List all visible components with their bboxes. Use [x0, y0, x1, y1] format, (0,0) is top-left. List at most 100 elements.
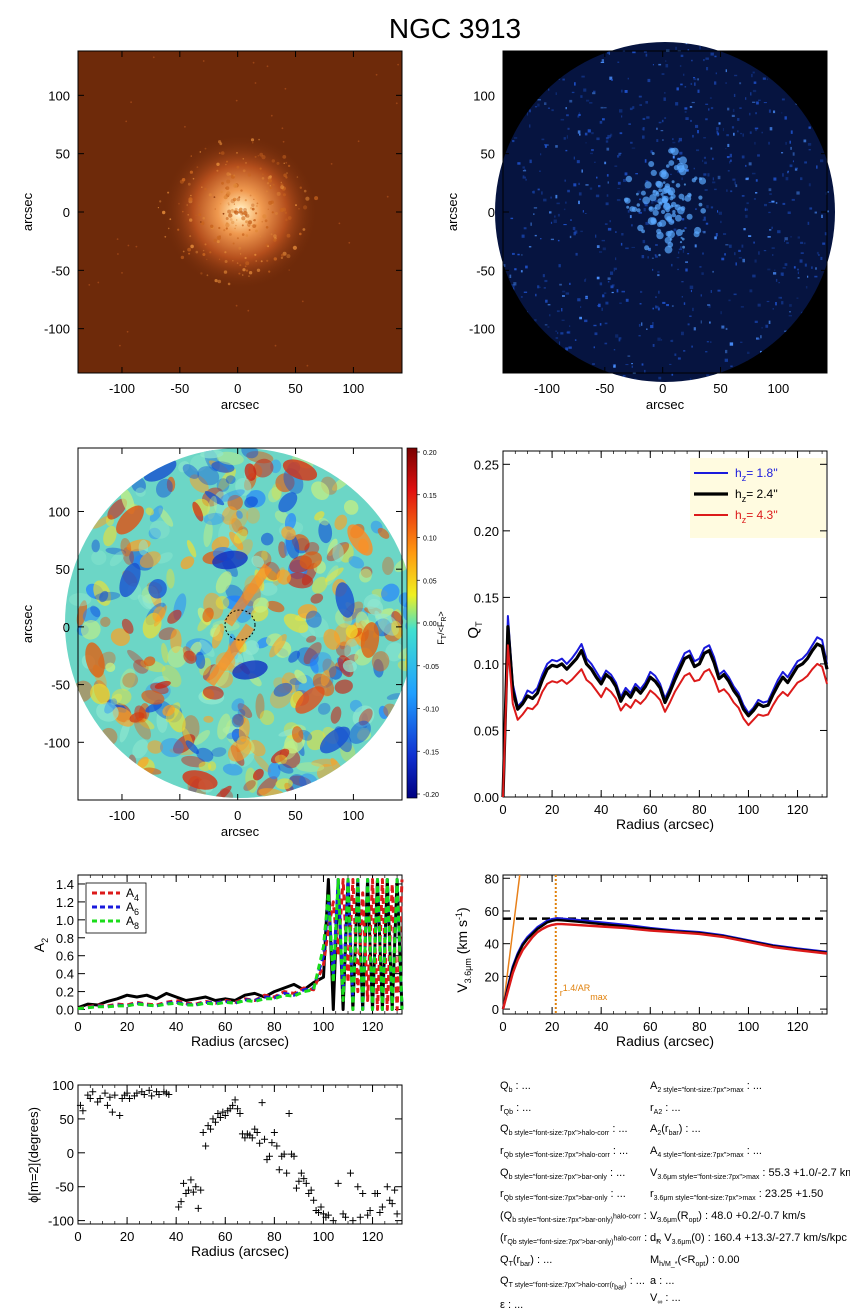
torque-blob	[268, 487, 282, 503]
residual-speckle	[702, 219, 706, 221]
torque-lobe	[319, 726, 351, 754]
residual-speckle	[591, 149, 594, 152]
residual-speckle	[604, 342, 608, 345]
galaxy-speckle	[248, 229, 251, 231]
torque-blob	[203, 520, 213, 548]
residual-speckle	[709, 97, 712, 99]
y-tick-label: 100	[48, 504, 70, 519]
y-tick-label: 0.05	[474, 723, 499, 738]
torque-blob	[307, 616, 329, 638]
legend-label: hz= 1.8''	[735, 466, 778, 483]
residual-speckle	[655, 244, 658, 246]
background-speckle	[222, 212, 225, 215]
torque-blob	[278, 541, 287, 559]
galaxy-speckle	[305, 196, 310, 201]
residual-speckle	[645, 180, 649, 183]
residual-speckle	[559, 341, 561, 345]
y-tick-label: 50	[60, 1112, 74, 1127]
residual-speckle	[642, 135, 645, 139]
residual-speckle	[808, 126, 811, 129]
residual-speckle	[657, 337, 661, 341]
residual-speckle	[511, 284, 515, 288]
residual-speckle	[788, 377, 790, 379]
residual-speckle	[631, 363, 633, 365]
residual-speckle	[514, 137, 518, 139]
x-tick-label: 80	[692, 802, 706, 817]
residual-speckle	[684, 111, 687, 113]
residual-speckle	[607, 277, 611, 280]
galaxy-speckle	[208, 193, 212, 197]
residual-speckle	[754, 320, 758, 323]
galaxy-speckle	[236, 262, 239, 264]
residual-speckle	[785, 141, 787, 145]
parameter-label: (rQb style="font-size:7px">bar-only)halo…	[500, 1231, 642, 1246]
figure-title: NGC 3913	[389, 13, 521, 44]
residual-speckle	[745, 207, 747, 212]
torque-blob	[373, 659, 384, 678]
residual-speckle	[560, 332, 564, 335]
galaxy-speckle	[189, 170, 193, 174]
residual-speckle	[797, 236, 800, 239]
a2-series-line	[77, 878, 404, 1011]
phase-point	[300, 1175, 308, 1183]
residual-speckle	[625, 364, 629, 366]
residual-speckle	[710, 206, 714, 209]
galaxy-speckle	[258, 138, 260, 141]
phase-point	[145, 1086, 153, 1094]
residual-speckle	[655, 296, 657, 298]
residual-bright-speckle	[666, 164, 670, 168]
residual-speckle	[677, 235, 679, 237]
torque-blob	[381, 583, 400, 602]
residual-speckle	[833, 305, 835, 308]
torque-blob	[156, 552, 173, 564]
residual-speckle	[539, 170, 541, 172]
galaxy-speckle	[253, 219, 255, 221]
residual-speckle	[745, 214, 748, 218]
residual-bright-speckle	[671, 212, 676, 218]
residual-speckle	[618, 153, 621, 156]
galaxy-speckle	[244, 265, 247, 268]
residual-speckle	[724, 253, 726, 256]
phase-point	[116, 1112, 124, 1120]
legend-label: A6	[126, 900, 139, 917]
galaxy-speckle	[241, 274, 244, 276]
residual-speckle	[704, 189, 708, 191]
residual-speckle	[743, 228, 746, 231]
torque-blob	[216, 451, 244, 466]
residual-speckle	[520, 378, 523, 381]
torque-blob	[334, 514, 348, 530]
residual-speckle	[681, 281, 684, 283]
residual-speckle	[584, 279, 586, 282]
residual-speckle	[673, 228, 677, 232]
parameter-row: V3.6μm(Ropt) : 48.0 +0.2/-0.7 km/s	[650, 1208, 845, 1230]
y-tick-label: 80	[485, 871, 499, 886]
residual-speckle	[680, 54, 684, 57]
y-tick-label: 20	[485, 969, 499, 984]
torque-blob	[327, 538, 338, 557]
galaxy-speckle	[239, 253, 242, 255]
residual-speckle	[756, 338, 761, 340]
residual-speckle	[706, 205, 709, 209]
residual-speckle	[637, 190, 641, 194]
torque-blob	[289, 775, 312, 787]
residual-speckle	[512, 140, 515, 143]
galaxy-speckle	[256, 202, 259, 205]
parameter-column-left: Qb : ... rQb : ... Qb style="font-size:7px…	[500, 1078, 659, 1314]
torque-lobe	[85, 642, 105, 678]
residual-speckle	[577, 115, 580, 118]
residual-speckle	[761, 131, 763, 134]
residual-speckle	[678, 251, 680, 254]
residual-speckle	[789, 164, 793, 168]
residual-speckle	[816, 251, 819, 255]
torque-blob	[107, 498, 128, 520]
torque-blob	[243, 640, 260, 656]
residual-bright-speckle	[672, 210, 676, 214]
torque-lobe	[282, 459, 318, 481]
residual-speckle	[684, 227, 687, 229]
galaxy-speckle	[269, 186, 273, 190]
residual-speckle	[755, 192, 758, 194]
phase-point	[111, 1091, 119, 1099]
torque-blob	[149, 520, 170, 539]
residual-speckle	[749, 289, 753, 293]
